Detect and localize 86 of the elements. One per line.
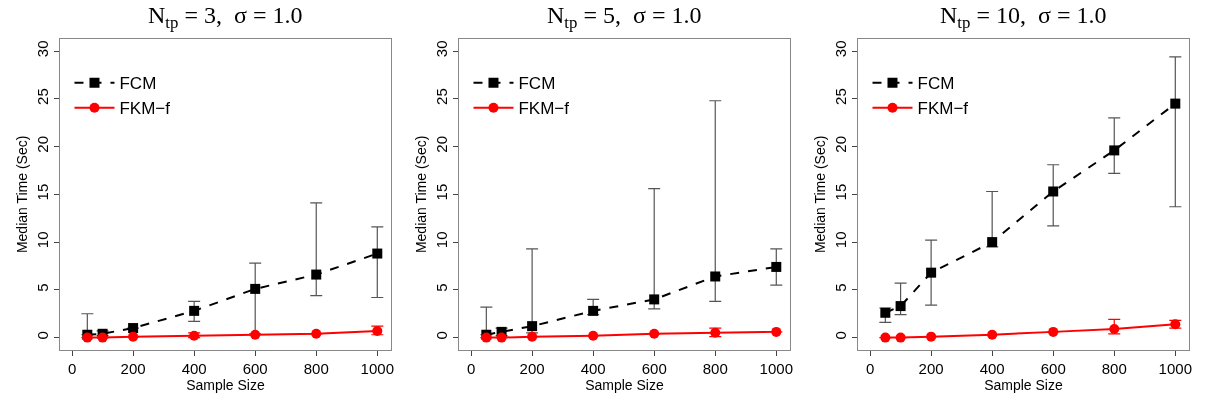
- chart-title: N$_{tp}$ = 3, σ = 1.0: [148, 2, 303, 33]
- y-tick-label: 15: [432, 183, 450, 201]
- x-tick-label: 400: [580, 360, 606, 378]
- point: [527, 331, 538, 342]
- x-tick-label: 600: [1040, 360, 1066, 378]
- x-tick-label: 400: [181, 360, 207, 378]
- point: [880, 307, 891, 318]
- y-tick-label: 30: [33, 40, 51, 58]
- x-tick-label: 1000: [360, 360, 394, 378]
- x-tick-label: 200: [519, 360, 545, 378]
- x-tick-label: 800: [1101, 360, 1127, 378]
- x-tick-label: 200: [918, 360, 944, 378]
- y-tick-label: 25: [432, 88, 450, 105]
- point: [1048, 186, 1059, 197]
- x-tick-label: 0: [67, 360, 77, 378]
- point: [250, 329, 261, 340]
- point: [987, 237, 998, 248]
- point: [496, 332, 507, 343]
- point: [128, 331, 139, 342]
- y-tick-label: 0: [831, 331, 849, 340]
- point: [588, 305, 599, 316]
- y-tick-label: 20: [432, 135, 450, 153]
- point: [250, 283, 261, 294]
- y-tick-label: 30: [831, 40, 849, 58]
- y-axis-title: Median Time (Sec): [14, 135, 31, 254]
- point: [1109, 324, 1120, 334]
- chart-title: N$_{tp}$ = 10, σ = 1.0: [940, 2, 1107, 33]
- y-tick-label: 0: [432, 331, 450, 340]
- x-tick-label: 0: [466, 360, 476, 378]
- point: [987, 329, 998, 340]
- legend-label: FKM−f: [518, 99, 570, 119]
- legend-label: FKM−f: [119, 99, 171, 119]
- point: [97, 332, 108, 343]
- x-axis-title: Sample Size: [984, 377, 1063, 394]
- y-tick-label: 10: [33, 231, 51, 249]
- y-tick-label: 15: [831, 183, 849, 201]
- point: [311, 328, 322, 339]
- y-tick-label: 5: [432, 283, 450, 292]
- point: [926, 331, 937, 342]
- y-tick-label: 20: [831, 135, 849, 153]
- legend-label: FCM: [917, 74, 955, 94]
- y-tick-label: 15: [33, 183, 51, 201]
- x-tick-label: 1000: [1158, 360, 1192, 378]
- x-tick-label: 800: [702, 360, 728, 378]
- point: [649, 294, 660, 305]
- x-tick-label: 800: [303, 360, 329, 378]
- x-tick-label: 0: [865, 360, 875, 378]
- point: [311, 269, 322, 280]
- point: [372, 248, 383, 259]
- y-tick-label: 20: [33, 135, 51, 153]
- point: [189, 305, 200, 316]
- y-tick-label: 30: [432, 40, 450, 58]
- point: [128, 323, 139, 334]
- y-tick-label: 10: [432, 231, 450, 249]
- point: [649, 328, 660, 339]
- point: [895, 301, 906, 312]
- point: [588, 330, 599, 341]
- y-axis-title: Median Time (Sec): [413, 135, 430, 254]
- point: [771, 326, 782, 337]
- point: [527, 321, 538, 332]
- y-tick-label: 0: [33, 331, 51, 340]
- x-axis-title: Sample Size: [585, 377, 664, 394]
- y-axis-title: Median Time (Sec): [812, 135, 829, 254]
- y-tick-label: 5: [831, 283, 849, 292]
- point: [1109, 145, 1120, 156]
- point: [895, 332, 906, 343]
- x-tick-label: 600: [641, 360, 667, 378]
- y-tick-label: 5: [33, 283, 51, 292]
- y-tick-label: 10: [831, 231, 849, 249]
- x-axis-title: Sample Size: [186, 377, 265, 394]
- x-tick-label: 1000: [759, 360, 793, 378]
- x-tick-label: 200: [120, 360, 146, 378]
- point: [1170, 98, 1181, 109]
- point: [926, 267, 937, 278]
- point: [710, 271, 721, 282]
- legend-label: FCM: [518, 74, 556, 94]
- legend-label: FKM−f: [917, 99, 969, 119]
- y-tick-label: 25: [33, 88, 51, 105]
- point: [1048, 326, 1059, 337]
- chart-title: N$_{tp}$ = 5, σ = 1.0: [547, 2, 702, 33]
- point: [771, 261, 782, 272]
- point: [880, 332, 891, 343]
- x-tick-label: 400: [979, 360, 1005, 378]
- legend-label: FCM: [119, 74, 157, 94]
- x-tick-label: 600: [242, 360, 268, 378]
- y-tick-label: 25: [831, 88, 849, 105]
